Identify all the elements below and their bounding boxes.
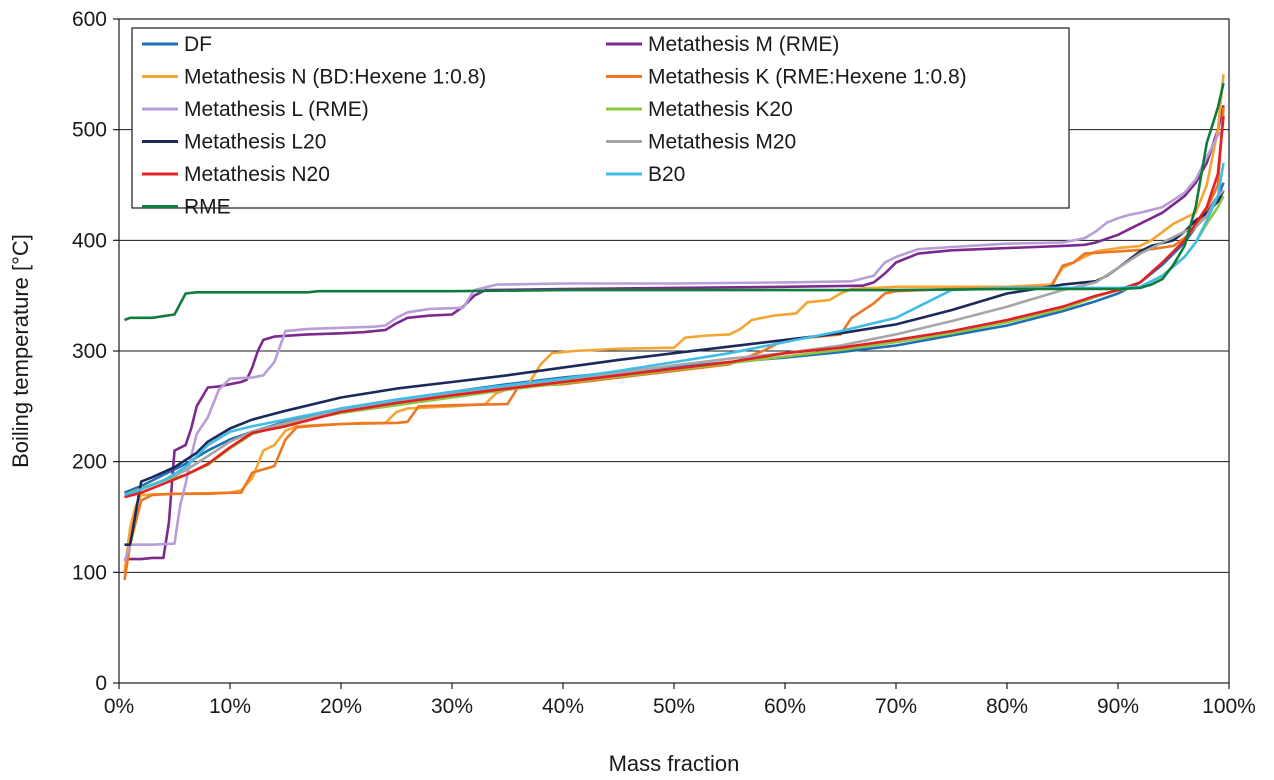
legend-label: RME <box>184 196 231 219</box>
legend-label: Metathesis K20 <box>648 98 793 121</box>
legend-label: Metathesis L20 <box>184 131 326 154</box>
x-axis-title: Mass fraction <box>609 751 740 776</box>
legend: DF Metathesis M (RME) Metathesis N (BD:Hex… <box>131 27 1070 219</box>
x-tick-label: 10% <box>209 695 251 718</box>
x-tick-label: 20% <box>320 695 362 718</box>
legend-label: Metathesis L (RME) <box>184 98 369 121</box>
y-tick-label: 400 <box>72 229 107 252</box>
y-tick-label: 0 <box>95 672 107 695</box>
x-tick-label: 60% <box>764 695 806 718</box>
series-lines <box>123 74 1225 581</box>
x-tick-label: 50% <box>653 695 695 718</box>
x-tick-label: 40% <box>542 695 584 718</box>
legend-box <box>131 27 1070 209</box>
x-tick-label: 90% <box>1097 695 1139 718</box>
legend-label: Metathesis M20 <box>648 131 796 154</box>
x-tick-label: 0% <box>104 695 134 718</box>
series-line-metathesis-m20 <box>123 189 1225 499</box>
legend-label: Metathesis M (RME) <box>648 33 839 56</box>
legend-label: DF <box>184 33 212 56</box>
series-line-metathesis-n-bd-hexene-1-0-8 <box>123 74 1225 573</box>
series-line-df <box>124 182 1225 494</box>
x-tick-label: 30% <box>431 695 473 718</box>
y-axis-title: Boiling temperature [°C] <box>8 234 33 468</box>
series-line-metathesis-m-rme <box>124 105 1225 561</box>
legend-label: Metathesis K (RME:Hexene 1:0.8) <box>648 66 967 89</box>
legend-label: Metathesis N (BD:Hexene 1:0.8) <box>184 66 486 89</box>
legend-label: B20 <box>648 163 685 186</box>
axis-ticks: 0 100 200 300 400 500 600 0% 10% 20% 30% 40% 50% 60% 7… <box>72 8 1256 718</box>
series-line-rme <box>124 82 1225 322</box>
legend-label: Metathesis N20 <box>184 163 330 186</box>
y-tick-label: 200 <box>72 451 107 474</box>
series-line-metathesis-k20 <box>124 195 1225 497</box>
y-tick-label: 100 <box>72 561 107 584</box>
series-line-metathesis-l-rme <box>123 128 1225 562</box>
y-tick-label: 600 <box>72 8 107 31</box>
series-line-metathesis-n20 <box>124 116 1225 499</box>
x-tick-label: 70% <box>875 695 917 718</box>
y-tick-label: 300 <box>72 340 107 363</box>
x-tick-label: 80% <box>986 695 1028 718</box>
series-line-b20 <box>124 162 1225 497</box>
y-tick-label: 500 <box>72 119 107 142</box>
x-tick-label: 100% <box>1202 695 1256 718</box>
